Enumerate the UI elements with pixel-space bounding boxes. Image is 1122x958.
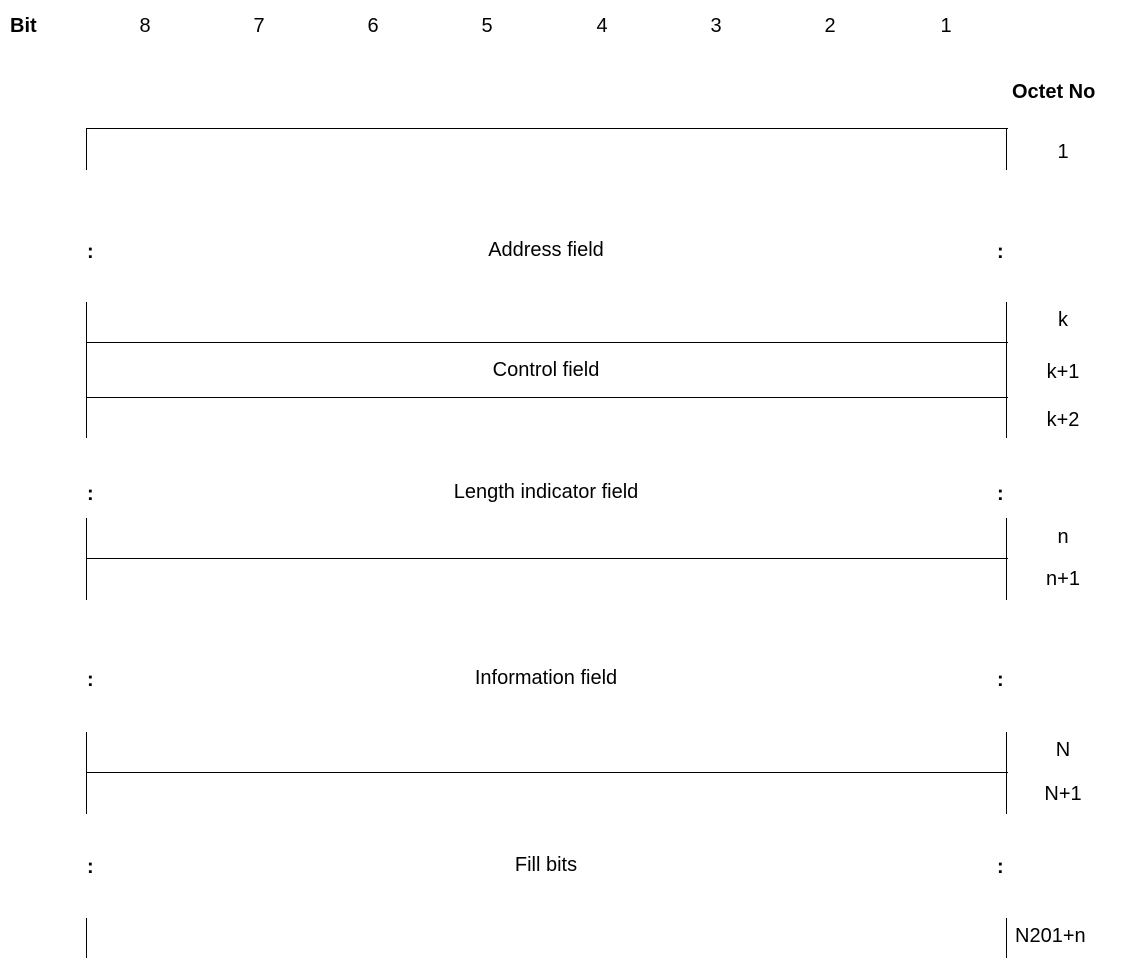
address-continuation-left: : bbox=[87, 241, 94, 263]
control-right-edge bbox=[1006, 302, 1007, 438]
control-left-edge bbox=[86, 302, 87, 438]
fill-continuation-left: : bbox=[87, 856, 94, 878]
octet-number-n-plus-1: n+1 bbox=[1046, 568, 1080, 590]
octet-number-k: k bbox=[1058, 309, 1068, 331]
octet-number-N-plus-1: N+1 bbox=[1044, 783, 1082, 805]
bit-number-1: 1 bbox=[940, 15, 952, 37]
information-fill-divider bbox=[86, 772, 1008, 773]
bit-number-7: 7 bbox=[253, 15, 265, 37]
fill-continuation-right: : bbox=[997, 856, 1004, 878]
information-right-edge bbox=[1006, 732, 1007, 814]
length-continuation-right: : bbox=[997, 483, 1004, 505]
fill-left-edge bbox=[86, 918, 87, 958]
octet-number-n: n bbox=[1057, 526, 1069, 548]
octet-number-k-plus-2: k+2 bbox=[1046, 409, 1080, 431]
control-length-divider bbox=[86, 397, 1008, 398]
octet-number-1: 1 bbox=[1057, 141, 1069, 163]
bit-number-2: 2 bbox=[824, 15, 836, 37]
bit-number-5: 5 bbox=[481, 15, 493, 37]
octet-number-last: N201+n bbox=[1015, 925, 1086, 947]
information-continuation-right: : bbox=[997, 669, 1004, 691]
address-control-divider bbox=[86, 342, 1008, 343]
length-right-edge bbox=[1006, 518, 1007, 600]
bit-label: Bit bbox=[10, 15, 37, 37]
information-field-label: Information field bbox=[474, 667, 618, 689]
length-continuation-left: : bbox=[87, 483, 94, 505]
octet-number-N: N bbox=[1055, 739, 1071, 761]
information-left-edge bbox=[86, 732, 87, 814]
address-field-label: Address field bbox=[488, 239, 604, 261]
address-right-edge-top bbox=[1006, 128, 1007, 170]
address-continuation-right: : bbox=[997, 241, 1004, 263]
octet-number-k-plus-1: k+1 bbox=[1046, 361, 1080, 383]
control-field-label: Control field bbox=[492, 359, 600, 381]
address-left-edge-top bbox=[86, 128, 87, 170]
bit-number-6: 6 bbox=[367, 15, 379, 37]
bit-number-3: 3 bbox=[710, 15, 722, 37]
address-top-border bbox=[86, 128, 1008, 129]
length-information-divider bbox=[86, 558, 1008, 559]
fill-right-edge bbox=[1006, 918, 1007, 958]
octet-no-label: Octet No bbox=[1012, 81, 1096, 103]
length-left-edge bbox=[86, 518, 87, 600]
bit-number-8: 8 bbox=[139, 15, 151, 37]
fill-bits-label: Fill bits bbox=[514, 854, 578, 876]
bit-number-4: 4 bbox=[596, 15, 608, 37]
length-indicator-field-label: Length indicator field bbox=[453, 481, 639, 503]
information-continuation-left: : bbox=[87, 669, 94, 691]
